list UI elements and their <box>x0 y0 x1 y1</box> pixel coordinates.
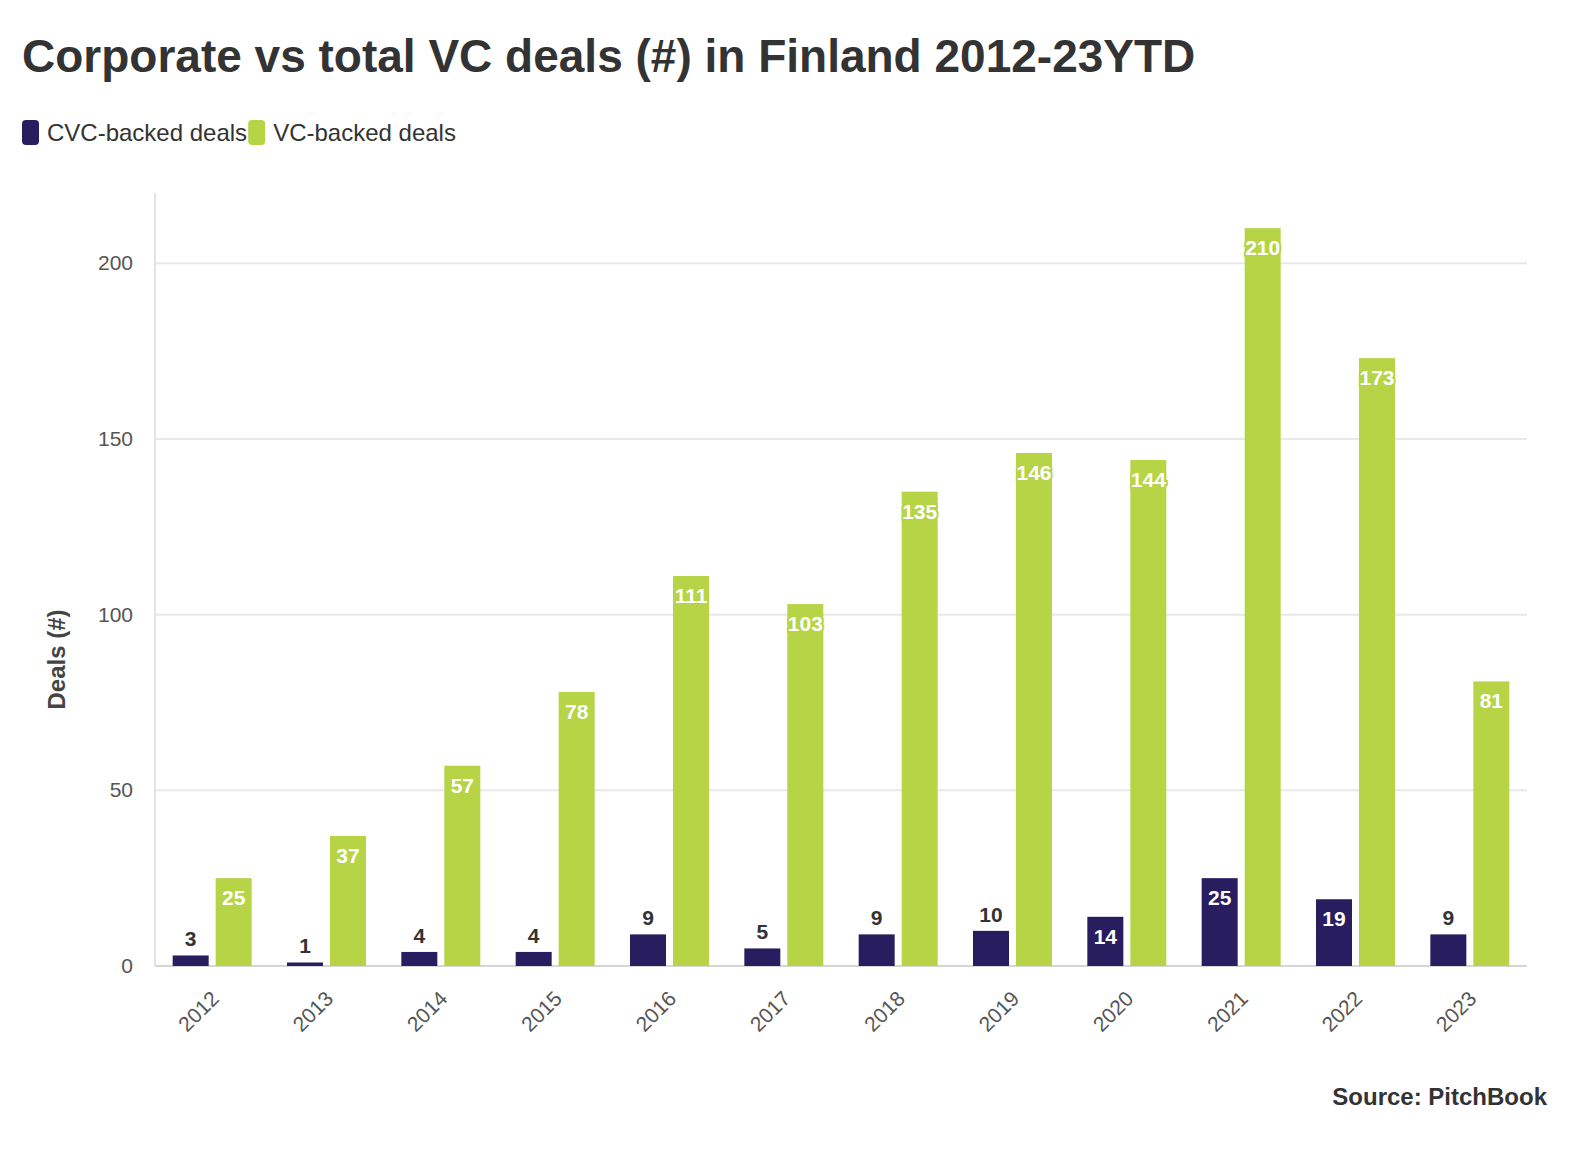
data-label: 210 <box>1245 236 1280 259</box>
bar <box>673 576 709 966</box>
x-tick-label: 2015 <box>517 987 566 1036</box>
bar <box>744 948 780 966</box>
y-tick-label: 50 <box>110 778 133 801</box>
bar <box>559 692 595 966</box>
bar <box>287 962 323 966</box>
data-label: 9 <box>871 906 883 929</box>
data-label: 19 <box>1322 907 1345 930</box>
source: Source: PitchBook <box>1332 1083 1547 1110</box>
legend-label: CVC-backed deals <box>47 119 247 146</box>
data-labels: 3144959101425199253757781111031351461442… <box>185 236 1504 957</box>
bar <box>1245 228 1281 966</box>
bar <box>1130 460 1166 966</box>
x-tick-label: 2020 <box>1088 987 1137 1036</box>
x-tick-label: 2022 <box>1317 987 1366 1036</box>
x-tick-label: 2013 <box>288 987 337 1036</box>
y-tick-label: 150 <box>98 427 133 450</box>
grid-line <box>155 789 1527 791</box>
legend-label: VC-backed deals <box>273 119 456 146</box>
data-label: 9 <box>642 906 654 929</box>
data-label: 111 <box>675 584 708 607</box>
bar <box>173 955 209 966</box>
data-label: 5 <box>756 920 768 943</box>
bar <box>1087 917 1123 966</box>
data-label: 3 <box>185 927 197 950</box>
chart: Corporate vs total VC deals (#) in Finla… <box>0 0 1592 1150</box>
bar <box>1430 934 1466 966</box>
bar <box>330 836 366 966</box>
legend-swatch <box>248 120 265 145</box>
data-label: 37 <box>336 844 359 867</box>
y-axis-title: Deals (#) <box>43 609 70 709</box>
x-tick-label: 2017 <box>745 987 794 1036</box>
data-label: 4 <box>413 924 425 947</box>
title: Corporate vs total VC deals (#) in Finla… <box>22 30 1195 82</box>
data-label: 81 <box>1480 689 1504 712</box>
grid-line <box>155 438 1527 440</box>
x-tick-label: 2012 <box>174 987 223 1036</box>
x-tick-label: 2014 <box>402 986 452 1036</box>
data-label: 103 <box>788 612 823 635</box>
bar <box>787 604 823 966</box>
data-label: 25 <box>222 886 246 909</box>
bar <box>1473 681 1509 966</box>
data-label: 4 <box>528 924 540 947</box>
data-label: 135 <box>902 500 937 523</box>
bar <box>1316 899 1352 966</box>
bars <box>173 228 1510 966</box>
data-label: 173 <box>1359 366 1394 389</box>
bar <box>516 952 552 966</box>
bar <box>444 766 480 966</box>
data-label: 1 <box>299 934 311 957</box>
y-axis-line <box>154 193 156 966</box>
grid-line <box>155 262 1527 264</box>
y-tick-label: 200 <box>98 251 133 274</box>
bar <box>859 934 895 966</box>
data-label: 10 <box>979 903 1002 926</box>
legend-swatch <box>22 120 39 145</box>
bar <box>973 931 1009 966</box>
x-tick-label: 2023 <box>1431 987 1480 1036</box>
y-tick-label: 0 <box>121 954 133 977</box>
x-tick-label: 2019 <box>974 987 1023 1036</box>
bar <box>216 878 252 966</box>
bar <box>401 952 437 966</box>
bar <box>1359 358 1395 966</box>
grid-line <box>155 614 1527 616</box>
data-label: 146 <box>1016 461 1051 484</box>
x-tick-label: 2018 <box>860 987 909 1036</box>
bar <box>630 934 666 966</box>
x-tick-label: 2021 <box>1203 987 1252 1036</box>
legend: CVC-backed deals VC-backed deals <box>22 119 456 146</box>
bar <box>1202 878 1238 966</box>
data-label: 144 <box>1131 468 1166 491</box>
data-label: 25 <box>1208 886 1232 909</box>
data-label: 14 <box>1094 925 1118 948</box>
x-tick-label: 2016 <box>631 987 680 1036</box>
bar <box>902 492 938 966</box>
data-label: 9 <box>1442 906 1454 929</box>
y-tick-label: 100 <box>98 603 133 626</box>
data-label: 57 <box>451 774 474 797</box>
bar <box>1016 453 1052 966</box>
data-label: 78 <box>565 700 589 723</box>
